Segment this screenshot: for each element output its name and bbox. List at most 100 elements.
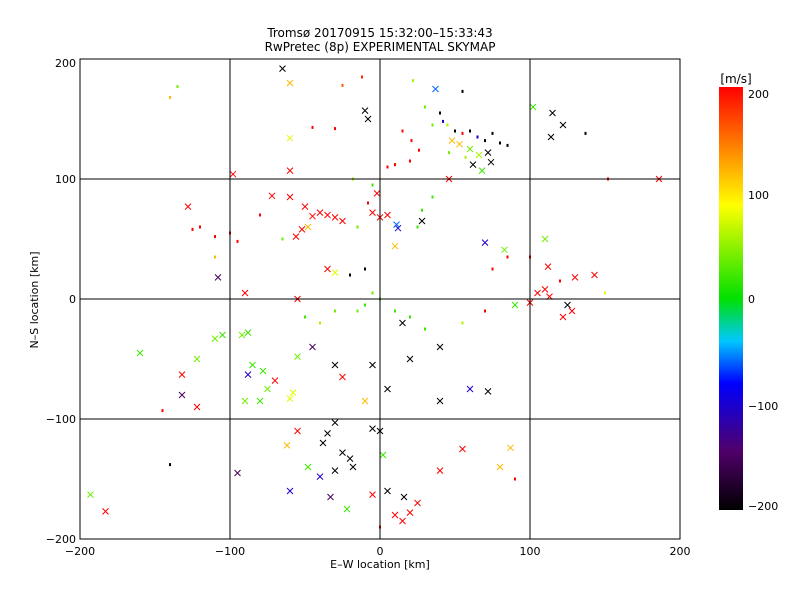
data-point-cross [571, 274, 579, 281]
data-point-cross [339, 217, 346, 225]
data-point-dot [409, 315, 411, 319]
data-point-dot [431, 123, 434, 127]
colorbar [719, 87, 743, 510]
data-point-cross [264, 385, 271, 393]
data-point-cross [591, 271, 598, 279]
data-point-cross [229, 170, 237, 178]
data-point-cross [316, 209, 324, 216]
data-point-dot [356, 225, 359, 229]
data-point-cross [244, 329, 252, 336]
data-point-cross [286, 193, 294, 201]
x-axis-label: E–W location [km] [330, 558, 430, 571]
data-point-cross [481, 239, 489, 246]
data-point-dot [461, 131, 464, 135]
data-point-cross [501, 246, 508, 254]
data-point-cross [369, 209, 376, 216]
data-point-cross [244, 371, 252, 378]
data-point-cross [361, 397, 369, 405]
data-point-cross [349, 463, 357, 471]
data-point-dot [311, 125, 314, 129]
data-point-dot [604, 291, 606, 295]
data-point-dot [559, 279, 561, 283]
data-point-dot [334, 127, 336, 131]
x-tick-label: 100 [520, 545, 541, 558]
data-point-dot [461, 321, 464, 325]
colorbar-tick-label: 100 [748, 189, 769, 202]
data-point-dot [349, 273, 351, 277]
data-point-cross [544, 263, 552, 270]
data-point-cross [391, 511, 399, 519]
data-point-cross [331, 419, 339, 426]
data-point-cross [301, 203, 309, 210]
data-point-dot [484, 139, 486, 143]
data-point-dot [364, 303, 366, 307]
data-point-cross [241, 397, 249, 405]
data-point-cross [418, 217, 426, 225]
data-point-dot [514, 477, 516, 481]
data-point-cross [249, 361, 256, 369]
data-point-dot [448, 151, 450, 155]
colorbar-tick-label: −200 [748, 500, 778, 513]
data-point-cross [393, 221, 400, 228]
data-point-dot [161, 409, 164, 413]
data-point-dot [281, 237, 284, 241]
data-point-cross [391, 242, 399, 250]
data-point-cross [268, 192, 276, 200]
data-point-cross [436, 397, 444, 405]
data-point-dot [334, 309, 336, 313]
data-point-dot [367, 201, 369, 205]
data-point-cross [456, 140, 463, 148]
data-point-cross [564, 301, 571, 309]
data-point-cross [484, 388, 492, 395]
data-point-cross [234, 469, 241, 477]
data-point-dot [341, 83, 344, 87]
data-point-cross [559, 313, 567, 321]
data-point-cross [256, 397, 264, 405]
data-point-cross [529, 103, 537, 111]
data-point-dot [259, 213, 261, 217]
colorbar-tick-label: −100 [748, 400, 778, 413]
data-point-dot [454, 129, 456, 133]
data-point-cross [286, 167, 294, 174]
data-point-cross [279, 65, 286, 72]
data-point-cross [178, 391, 186, 399]
data-point-cross [271, 377, 279, 384]
data-point-cross [369, 361, 376, 369]
data-point-cross [324, 430, 331, 437]
data-point-dot [236, 239, 239, 243]
data-point-cross [102, 508, 109, 515]
data-point-cross [361, 107, 369, 114]
data-point-cross [259, 367, 267, 375]
data-point-cross [511, 301, 519, 309]
data-point-dot [461, 89, 464, 93]
data-point-dot [442, 119, 444, 123]
data-point-dot [169, 463, 171, 467]
data-point-cross [547, 133, 555, 141]
data-point-dot [469, 129, 471, 133]
data-point-dot [421, 208, 423, 212]
data-point-cross [436, 467, 444, 474]
y-tick-label: −200 [46, 533, 76, 546]
data-point-cross [292, 233, 300, 240]
data-point-cross [436, 343, 444, 351]
data-point-cross [304, 463, 312, 471]
colorbar-tick-label: 0 [748, 293, 755, 306]
data-point-cross [346, 455, 354, 462]
data-point-dot [491, 267, 494, 271]
data-point-cross [399, 517, 406, 525]
data-point-cross [339, 373, 346, 381]
y-axis-label: N–S location [km] [28, 251, 41, 348]
data-point-cross [394, 224, 402, 232]
data-point-dot [401, 129, 404, 133]
data-point-dot [424, 327, 426, 331]
data-point-dot [214, 235, 216, 239]
data-point-cross [211, 335, 219, 342]
data-points [87, 65, 663, 529]
data-point-cross [343, 505, 351, 513]
data-point-cross [487, 158, 495, 166]
data-point-cross [534, 289, 541, 297]
data-point-cross [283, 442, 291, 449]
data-point-cross [193, 403, 201, 411]
data-point-cross [319, 439, 327, 447]
